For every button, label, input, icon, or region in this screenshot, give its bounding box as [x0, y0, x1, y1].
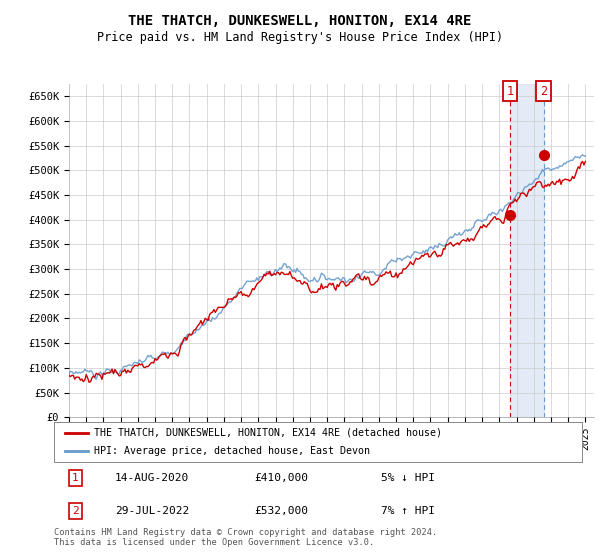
Text: Contains HM Land Registry data © Crown copyright and database right 2024.
This d: Contains HM Land Registry data © Crown c…: [54, 528, 437, 547]
Text: 2: 2: [72, 506, 79, 516]
Text: 29-JUL-2022: 29-JUL-2022: [115, 506, 189, 516]
Text: 14-AUG-2020: 14-AUG-2020: [115, 473, 189, 483]
Text: £532,000: £532,000: [254, 506, 308, 516]
Text: 5% ↓ HPI: 5% ↓ HPI: [382, 473, 436, 483]
Text: 2: 2: [540, 85, 547, 98]
Bar: [510, 84, 544, 417]
Text: 1: 1: [72, 473, 79, 483]
Text: £410,000: £410,000: [254, 473, 308, 483]
Text: Price paid vs. HM Land Registry's House Price Index (HPI): Price paid vs. HM Land Registry's House …: [97, 31, 503, 44]
Text: 7% ↑ HPI: 7% ↑ HPI: [382, 506, 436, 516]
Text: HPI: Average price, detached house, East Devon: HPI: Average price, detached house, East…: [94, 446, 370, 456]
Text: THE THATCH, DUNKESWELL, HONITON, EX14 4RE: THE THATCH, DUNKESWELL, HONITON, EX14 4R…: [128, 14, 472, 28]
Text: THE THATCH, DUNKESWELL, HONITON, EX14 4RE (detached house): THE THATCH, DUNKESWELL, HONITON, EX14 4R…: [94, 428, 442, 437]
Text: 1: 1: [506, 85, 514, 98]
